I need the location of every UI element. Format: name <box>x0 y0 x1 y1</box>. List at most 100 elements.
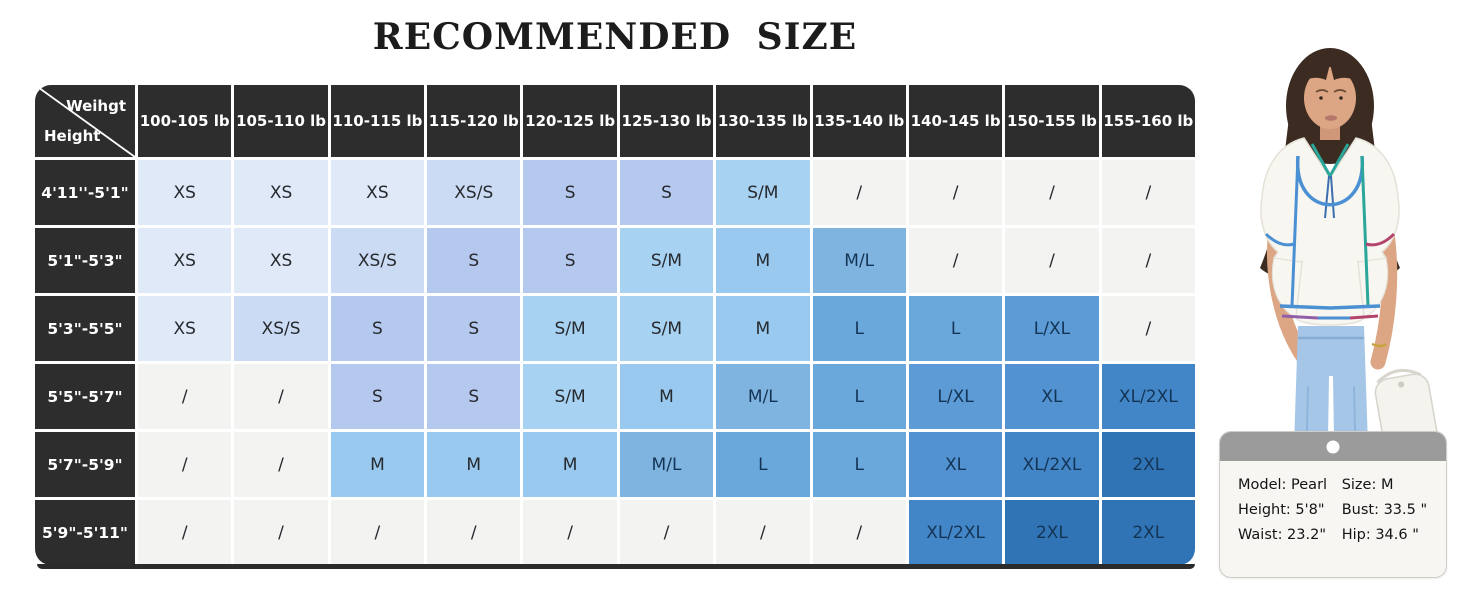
model-spec: Waist: 23.2" <box>1238 527 1327 543</box>
size-cell: / <box>812 160 906 225</box>
size-cell: L <box>812 296 906 361</box>
weight-header: 150-155 lb <box>1005 85 1099 157</box>
size-cell: / <box>427 500 521 565</box>
size-cell: XL <box>908 432 1003 497</box>
size-cell: S/M <box>716 160 810 225</box>
model-info-card: Model: Pearl Size: M Height: 5'8" Bust: 33.… <box>1219 431 1447 578</box>
model-spec: Model: Pearl <box>1238 477 1328 493</box>
size-cell: 2XL <box>1005 500 1099 565</box>
size-cell: XS/S <box>234 296 328 361</box>
weight-header: 105-110 lb <box>234 85 328 157</box>
size-cell: S <box>330 364 425 429</box>
size-cell: L <box>716 432 810 497</box>
size-cell: / <box>812 500 906 565</box>
weight-axis-label: Weihgt <box>66 97 126 115</box>
weight-header: 125-130 lb <box>619 85 714 157</box>
size-cell: M/L <box>812 228 906 293</box>
model-spec: Height: 5'8" <box>1238 502 1325 518</box>
hang-hole-icon <box>1326 440 1340 453</box>
size-cell: / <box>138 432 232 497</box>
size-cell: S/M <box>523 364 617 429</box>
size-cell: L/XL <box>908 364 1003 429</box>
size-cell: M <box>716 228 810 293</box>
size-cell: M/L <box>619 432 714 497</box>
size-cell: / <box>908 160 1003 225</box>
weight-header: 120-125 lb <box>523 85 617 157</box>
weight-header: 155-160 lb <box>1101 85 1195 157</box>
size-cell: 2XL <box>1101 500 1195 565</box>
weight-header: 110-115 lb <box>330 85 425 157</box>
model-spec: Size: M <box>1341 477 1394 493</box>
size-cell: S <box>427 228 521 293</box>
size-cell: XL/2XL <box>908 500 1003 565</box>
weight-header: 100-105 lb <box>138 85 232 157</box>
size-cell: XS <box>138 160 232 225</box>
height-label: 4'11''-5'1" <box>35 160 135 225</box>
size-cell: / <box>1101 296 1195 361</box>
size-cell: S <box>427 296 521 361</box>
size-cell: 2XL <box>1101 432 1195 497</box>
size-cell: M <box>330 432 425 497</box>
size-cell: / <box>138 364 232 429</box>
size-cell: M/L <box>716 364 810 429</box>
size-cell: XS <box>138 228 232 293</box>
model-spec: Hip: 34.6 " <box>1341 527 1419 543</box>
size-cell: S/M <box>523 296 617 361</box>
weight-header: 115-120 lb <box>427 85 521 157</box>
size-cell: / <box>619 500 714 565</box>
diagonal-divider-icon <box>35 85 135 157</box>
size-table: Weihgt Height 100-105 lb 105-110 lb 110-11… <box>35 85 1195 569</box>
size-cell: S <box>523 160 617 225</box>
size-cell: S <box>330 296 425 361</box>
page-title: RECOMMENDED SIZE <box>372 16 858 58</box>
size-cell: / <box>716 500 810 565</box>
card-hang-band <box>1220 432 1446 461</box>
size-cell: / <box>908 228 1003 293</box>
size-cell: L/XL <box>1005 296 1099 361</box>
size-cell: / <box>234 432 328 497</box>
size-cell: M <box>427 432 521 497</box>
height-label: 5'5"-5'7" <box>35 364 135 429</box>
weight-header: 135-140 lb <box>812 85 906 157</box>
size-cell: / <box>234 364 328 429</box>
height-label: 5'1"-5'3" <box>35 228 135 293</box>
size-cell: / <box>1101 228 1195 293</box>
size-cell: L <box>812 364 906 429</box>
size-cell: XS <box>234 228 328 293</box>
size-cell: XL/2XL <box>1005 432 1099 497</box>
size-cell: S <box>523 228 617 293</box>
model-spec: Bust: 33.5 " <box>1341 502 1428 518</box>
size-cell: M <box>619 364 714 429</box>
size-cell: L <box>908 296 1003 361</box>
size-cell: S/M <box>619 228 714 293</box>
height-axis-label: Height <box>44 127 101 145</box>
height-label: 5'7"-5'9" <box>35 432 135 497</box>
size-cell: S/M <box>619 296 714 361</box>
size-cell: XL/2XL <box>1101 364 1195 429</box>
height-label: 5'3"-5'5" <box>35 296 135 361</box>
size-cell: XS/S <box>330 228 425 293</box>
size-cell: S <box>427 364 521 429</box>
size-cell: XS <box>234 160 328 225</box>
size-cell: XS <box>330 160 425 225</box>
weight-header: 130-135 lb <box>716 85 810 157</box>
height-label: 5'9"-5'11" <box>35 500 135 565</box>
size-cell: / <box>1005 160 1099 225</box>
weight-header: 140-145 lb <box>908 85 1003 157</box>
size-cell: XL <box>1005 364 1099 429</box>
size-cell: XS <box>138 296 232 361</box>
size-cell: / <box>1101 160 1195 225</box>
size-cell: L <box>812 432 906 497</box>
size-cell: / <box>138 500 232 565</box>
size-cell: / <box>523 500 617 565</box>
size-cell: XS/S <box>427 160 521 225</box>
size-cell: / <box>1005 228 1099 293</box>
size-cell: S <box>619 160 714 225</box>
size-cell: / <box>234 500 328 565</box>
size-cell: / <box>330 500 425 565</box>
card-body: Model: Pearl Size: M Height: 5'8" Bust: 33.… <box>1220 461 1446 553</box>
size-cell: M <box>716 296 810 361</box>
table-corner-cell: Weihgt Height <box>35 85 135 157</box>
size-cell: M <box>523 432 617 497</box>
